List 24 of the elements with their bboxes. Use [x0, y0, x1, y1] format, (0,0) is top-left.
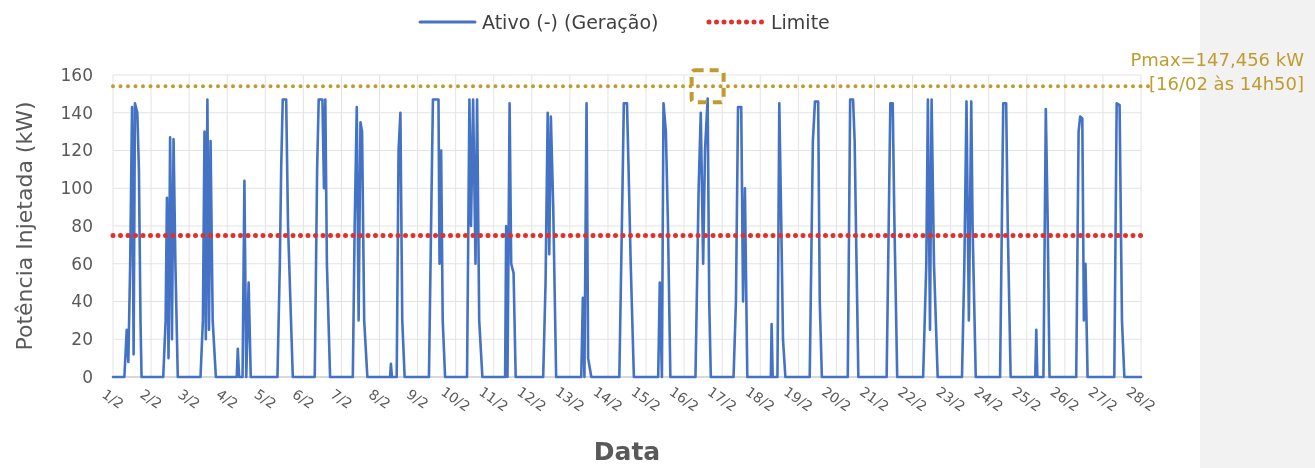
y-tick-label: 20: [71, 329, 93, 350]
y-tick-label: 60: [71, 253, 93, 274]
x-tick-label: 5/2: [251, 385, 280, 412]
y-tick-label: 80: [71, 215, 93, 236]
y-tick-label: 140: [60, 102, 93, 123]
y-axis-title: Potência Injetada (kW): [12, 101, 37, 351]
text: [16/02 às 14h50]: [1149, 73, 1304, 94]
y-tick-label: 40: [71, 291, 93, 312]
x-tick-label: 6/2: [289, 385, 318, 412]
x-tick-label: 9/2: [403, 385, 432, 412]
x-tick-label: 4/2: [213, 385, 242, 412]
x-tick-label: 8/2: [365, 385, 394, 412]
x-tick-label: 7/2: [327, 385, 356, 412]
y-tick-label: 0: [82, 366, 93, 387]
text: Pmax=147,456 kW: [1130, 49, 1305, 70]
y-tick-label: 120: [60, 140, 93, 161]
legend-label: Limite: [771, 10, 830, 33]
legend-label: Ativo (-) (Geração): [482, 10, 659, 33]
x-tick-label: 2/2: [137, 385, 165, 412]
y-tick-label: 160: [60, 64, 93, 85]
x-tick-label: 3/2: [175, 385, 204, 412]
y-tick-label: 100: [60, 178, 93, 199]
x-tick-label: 1/2: [99, 385, 127, 412]
x-axis-title: Data: [593, 437, 661, 466]
